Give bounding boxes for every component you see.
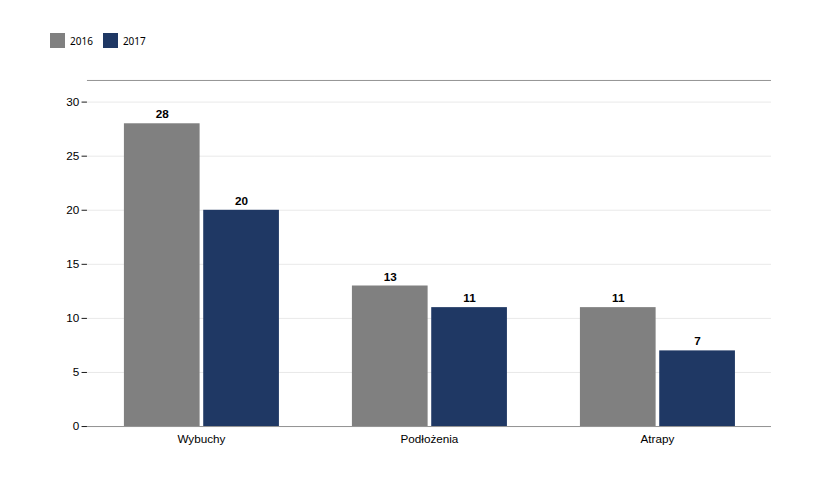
svg-text:0: 0	[73, 419, 80, 432]
svg-text:Wybuchy: Wybuchy	[177, 432, 225, 445]
svg-text:20: 20	[66, 203, 80, 216]
svg-text:Atrapy: Atrapy	[641, 432, 675, 445]
svg-text:11: 11	[612, 291, 625, 304]
html-text:2017: 2017	[122, 33, 146, 48]
svg-text:30: 30	[66, 95, 80, 108]
html-text:2016: 2016	[70, 33, 93, 48]
svg-text:28: 28	[156, 107, 170, 120]
svg-text:5: 5	[73, 365, 80, 378]
svg-text:7: 7	[694, 334, 701, 347]
svg-text:15: 15	[66, 257, 80, 270]
svg-text:Podłożenia: Podłożenia	[400, 432, 458, 445]
svg-text:20: 20	[235, 194, 249, 207]
svg-text:13: 13	[384, 270, 398, 283]
svg-text:25: 25	[66, 149, 80, 162]
svg-text:11: 11	[463, 291, 476, 304]
svg-text:10: 10	[66, 311, 80, 324]
